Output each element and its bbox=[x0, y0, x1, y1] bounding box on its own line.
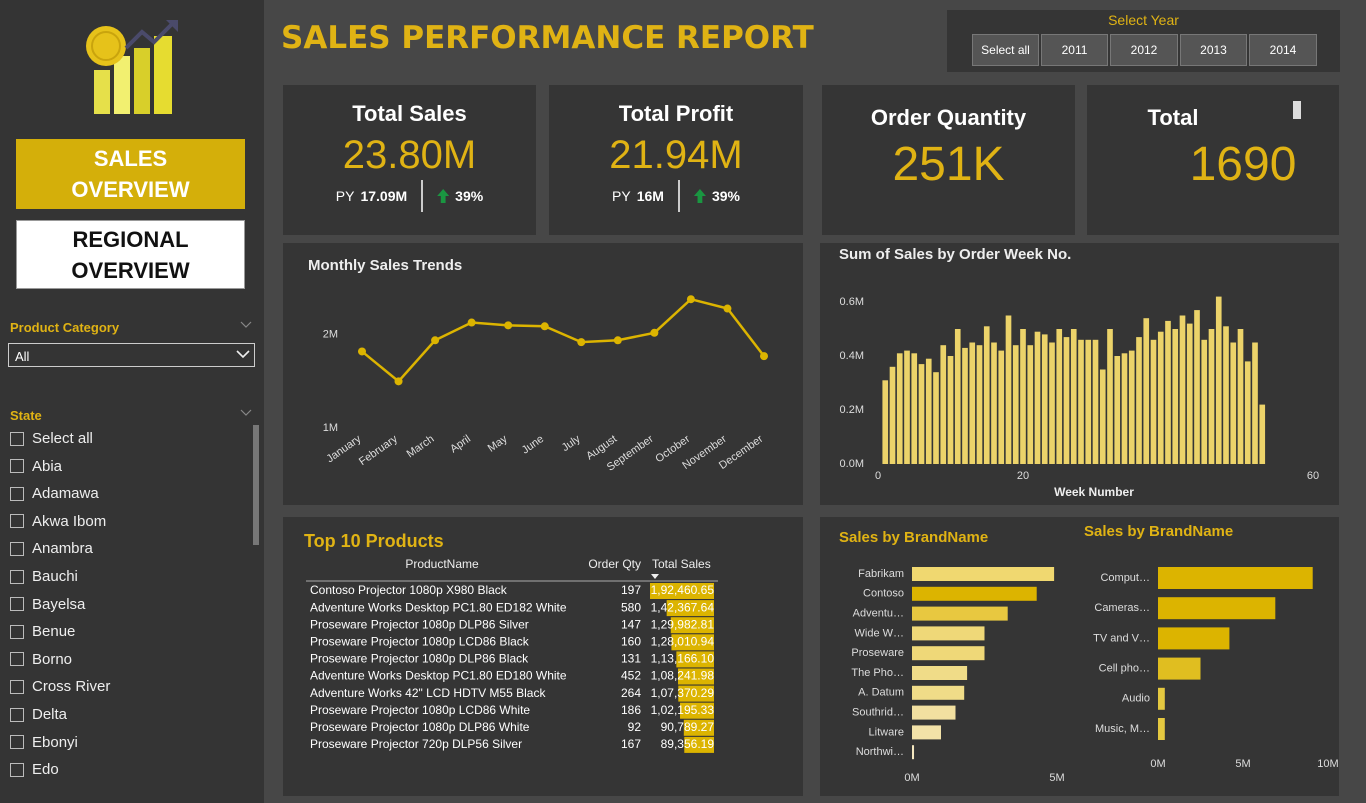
state-option[interactable]: Bauchi bbox=[10, 568, 78, 585]
dropdown[interactable]: All bbox=[8, 343, 255, 367]
slicer-title: Select Year bbox=[1108, 12, 1179, 28]
year-button[interactable]: 2013 bbox=[1180, 34, 1247, 66]
checkbox[interactable] bbox=[10, 597, 24, 612]
state-label: Adamawa bbox=[32, 485, 99, 503]
state-label: Akwa Ibom bbox=[32, 512, 107, 530]
kpi-change: 39% bbox=[455, 188, 484, 204]
kpi-card: Total Profit 21.94M PY 16M 39% bbox=[549, 85, 803, 235]
state-label: Cross River bbox=[32, 678, 111, 696]
state-option[interactable]: Akwa Ibom bbox=[10, 513, 106, 530]
state-option[interactable]: Borno bbox=[10, 651, 72, 668]
checkbox[interactable] bbox=[10, 735, 24, 750]
scrollbar[interactable] bbox=[253, 425, 259, 545]
chevron bbox=[240, 409, 252, 416]
slicer-title: Product Category bbox=[10, 320, 120, 335]
kpi-title: Total Sales bbox=[352, 101, 467, 126]
kpi-value: 1690 bbox=[1189, 138, 1297, 191]
checkbox[interactable] bbox=[10, 431, 24, 446]
kpi-title: Total bbox=[1147, 105, 1199, 130]
checkbox[interactable] bbox=[10, 459, 24, 474]
state-label: Bauchi bbox=[32, 568, 78, 585]
py-value: 16M bbox=[636, 188, 664, 204]
kpi-py: PY 16M 39% bbox=[549, 180, 803, 212]
state-option[interactable]: Ebonyi bbox=[10, 734, 78, 751]
separator bbox=[677, 180, 680, 212]
kpi-value: 21.94M bbox=[609, 133, 743, 177]
state-option[interactable]: Cross River bbox=[10, 678, 110, 695]
report-title: SALES PERFORMANCE REPORT bbox=[281, 20, 814, 56]
checkbox[interactable] bbox=[10, 569, 24, 584]
year-button[interactable]: 2014 bbox=[1249, 34, 1317, 66]
py-value: 17.09M bbox=[360, 188, 408, 204]
checkbox[interactable] bbox=[10, 486, 24, 501]
icon bbox=[1293, 101, 1301, 119]
state-option[interactable]: Adamawa bbox=[10, 485, 99, 502]
state-option[interactable]: Bayelsa bbox=[10, 596, 85, 613]
logo bbox=[86, 20, 178, 114]
py-label: PY bbox=[335, 188, 355, 204]
week-card bbox=[820, 243, 1339, 505]
year-button[interactable]: Select all bbox=[972, 34, 1039, 66]
year-button[interactable]: 2012 bbox=[1110, 34, 1178, 66]
kpi-card: Total Sales 23.80M PY 17.09M 39% bbox=[283, 85, 536, 235]
checkbox[interactable] bbox=[10, 762, 24, 777]
checkbox[interactable] bbox=[10, 707, 24, 722]
kpi-title: Total Profit bbox=[618, 101, 734, 126]
chevron bbox=[240, 321, 252, 328]
state-option[interactable]: Benue bbox=[10, 623, 75, 640]
kpi-change: 39% bbox=[711, 188, 740, 204]
state-label: Abia bbox=[32, 457, 63, 475]
up-arrow bbox=[693, 189, 706, 203]
line-card bbox=[283, 243, 803, 505]
py-label: PY bbox=[612, 188, 631, 204]
state-option[interactable]: Abia bbox=[10, 458, 62, 475]
table-title: Top 10 Products bbox=[304, 531, 444, 551]
kpi-py: PY 17.09M 39% bbox=[283, 180, 536, 212]
checkbox[interactable] bbox=[10, 624, 24, 639]
state-option[interactable]: Anambra bbox=[10, 540, 93, 557]
state-label: Borno bbox=[32, 650, 73, 668]
chevron bbox=[236, 350, 250, 359]
checkbox[interactable] bbox=[10, 679, 24, 694]
slicer-title: State bbox=[10, 408, 42, 423]
state-label: Delta bbox=[32, 706, 68, 723]
nav-button[interactable]: REGIONAL OVERVIEW bbox=[16, 220, 245, 289]
state-label: Edo bbox=[32, 761, 59, 779]
up-arrow bbox=[437, 189, 450, 203]
state-option[interactable]: Delta bbox=[10, 706, 67, 723]
brand-card bbox=[820, 517, 1339, 796]
state-label: Bayelsa bbox=[32, 595, 86, 613]
kpi-card: Order Quantity 251K bbox=[822, 85, 1075, 235]
state-label: Benue bbox=[32, 623, 76, 641]
kpi-value: 23.80M bbox=[342, 133, 477, 177]
separator bbox=[421, 180, 424, 212]
year-button[interactable]: 2011 bbox=[1041, 34, 1108, 66]
checkbox[interactable] bbox=[10, 514, 24, 529]
state-label: Ebonyi bbox=[32, 733, 78, 751]
kpi-value: 251K bbox=[892, 138, 1005, 191]
kpi-title: Order Quantity bbox=[870, 105, 1027, 130]
state-label: Select all bbox=[32, 430, 93, 447]
nav-button[interactable]: SALES OVERVIEW bbox=[16, 139, 245, 209]
state-label: Anambra bbox=[32, 540, 93, 558]
checkbox[interactable] bbox=[10, 652, 24, 667]
state-option[interactable]: Select all bbox=[10, 430, 93, 447]
table-card: Top 10 Products bbox=[283, 517, 803, 796]
checkbox[interactable] bbox=[10, 541, 24, 556]
sidebar: SALES OVERVIEW REGIONAL OVERVIEW Product… bbox=[0, 0, 264, 803]
state-option[interactable]: Edo bbox=[10, 761, 59, 778]
kpi-card: Total 1690 bbox=[1087, 85, 1339, 235]
